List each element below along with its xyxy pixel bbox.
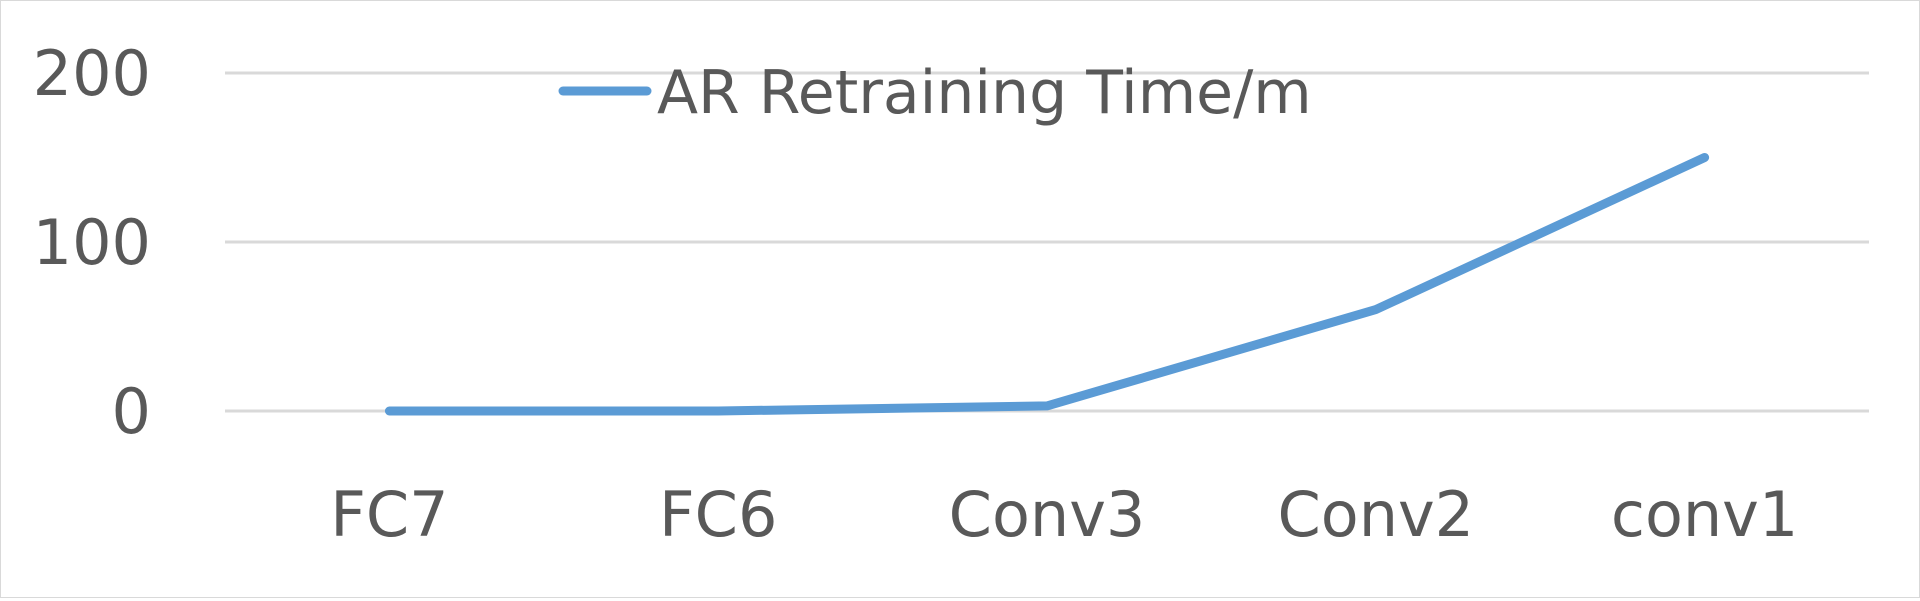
series-layer (384, 153, 1710, 416)
y-axis-tick-labels: 0 100 200 (33, 37, 151, 448)
series-line (384, 153, 1710, 416)
x-tick-label: Conv3 (949, 478, 1146, 551)
y-tick-label: 200 (33, 37, 151, 110)
y-tick-label: 100 (33, 206, 151, 279)
y-tick-label: 0 (112, 375, 151, 448)
x-tick-label: FC7 (330, 478, 448, 551)
legend-label: AR Retraining Time/m (657, 58, 1312, 128)
x-tick-label: FC6 (659, 478, 777, 551)
legend: AR Retraining Time/m (558, 58, 1312, 128)
x-axis-tick-labels: FC7 FC6 Conv3 Conv2 conv1 (330, 478, 1798, 551)
x-tick-label: Conv2 (1277, 478, 1474, 551)
x-tick-label: conv1 (1611, 478, 1798, 551)
